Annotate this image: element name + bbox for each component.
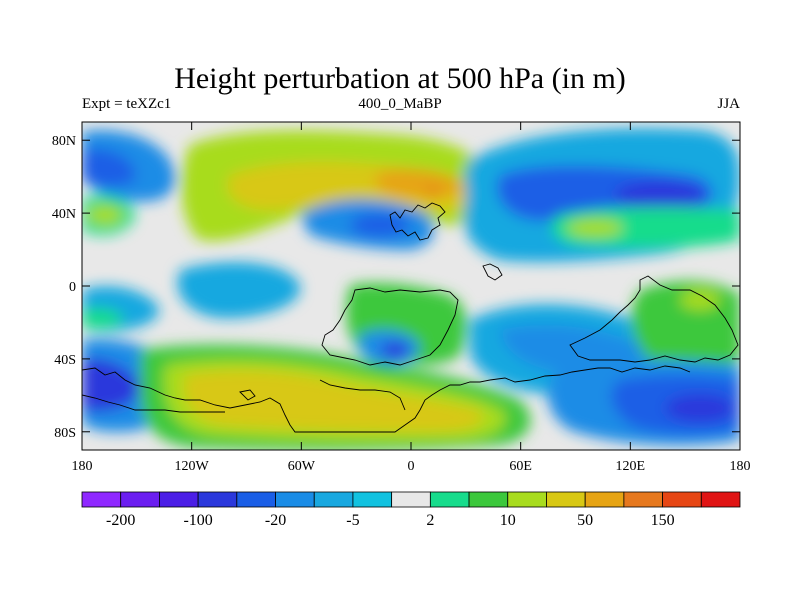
contour-green-tropical-w: [82, 308, 125, 330]
coastline-europe: [389, 202, 446, 241]
y-tick-label: 40N: [52, 207, 76, 222]
coastline-peninsula: [319, 379, 406, 411]
x-tick-label: 60E: [509, 459, 532, 474]
colorbar-box: [236, 491, 276, 508]
coastlines: [82, 202, 739, 433]
season-label: JJA: [717, 96, 740, 112]
colorbar-label: -100: [183, 512, 212, 529]
colorbar-box: [81, 491, 122, 508]
colorbar: -200 -100 -20 -5 2 10 50 150: [81, 491, 741, 529]
coastline-island-a: [239, 389, 256, 401]
contour-green-asia: [551, 206, 740, 249]
y-tick-label: 80S: [54, 426, 76, 441]
y-axis: 80N 40N 0 40S 80S: [52, 134, 740, 441]
contour-high-north-3: [375, 168, 465, 198]
colorbar-box: [391, 491, 431, 508]
contour-low-satl-core: [381, 342, 409, 358]
contour-yellow-asia: [567, 219, 623, 237]
x-tick-label: 120W: [175, 459, 210, 474]
x-tick-label: 180: [730, 459, 751, 474]
colorbar-box: [429, 491, 470, 508]
coastline-africa-south: [489, 365, 691, 383]
colorbar-box: [352, 491, 393, 508]
colorbar-label: 150: [651, 512, 675, 529]
colorbar-box: [700, 491, 741, 508]
coastline-arabia: [482, 263, 503, 281]
colorbar-box: [662, 491, 702, 508]
colorbar-box: [507, 491, 547, 508]
x-tick-label: 120E: [616, 459, 646, 474]
contour-yellow-npac: [87, 205, 123, 225]
contour-low-tropical: [177, 262, 301, 319]
y-tick-label: 0: [69, 280, 76, 295]
colorbar-label: -5: [346, 512, 359, 529]
contour-high-south-3: [183, 370, 483, 432]
contour-high-north-peak: [425, 188, 441, 196]
coastline-australia: [569, 275, 739, 363]
colorbar-label: -20: [265, 512, 286, 529]
colorbar-box: [313, 491, 354, 508]
y-tick-label: 80N: [52, 134, 76, 149]
colorbar-box: [584, 491, 625, 508]
contour-low-spac-e-core: [665, 394, 735, 422]
x-tick-label: 180: [72, 459, 93, 474]
x-tick-label: 60W: [288, 459, 316, 474]
coastline-antarctica-w: [82, 394, 225, 413]
coastline-antarctica: [82, 367, 491, 433]
colorbar-label: -200: [106, 512, 135, 529]
colorbar-label: 2: [426, 512, 434, 529]
colorbar-box: [468, 491, 509, 508]
colorbar-label: 50: [577, 512, 593, 529]
plot-title: Height perturbation at 500 hPa (in m): [174, 62, 626, 95]
colorbar-label: 10: [500, 512, 516, 529]
contour-low-npac-2: [82, 149, 136, 187]
period-label: 400_0_MaBP: [358, 96, 442, 112]
coastline-samerica: [321, 287, 459, 366]
colorbar-box: [120, 491, 160, 508]
colorbar-box: [623, 491, 663, 508]
x-tick-label: 0: [408, 459, 415, 474]
y-tick-label: 40S: [54, 353, 76, 368]
contour-low-eurasia-core: [615, 181, 705, 209]
colorbar-box: [159, 491, 199, 508]
colorbar-box: [546, 491, 586, 508]
colorbar-box: [197, 491, 238, 508]
x-axis: 180 120W 60W 0 60E 120E 180: [72, 122, 751, 474]
contour-field: [82, 122, 740, 450]
contour-yellow-australia: [680, 290, 720, 310]
experiment-label: Expt = teXZc1: [82, 96, 172, 112]
colorbar-box: [275, 491, 315, 508]
